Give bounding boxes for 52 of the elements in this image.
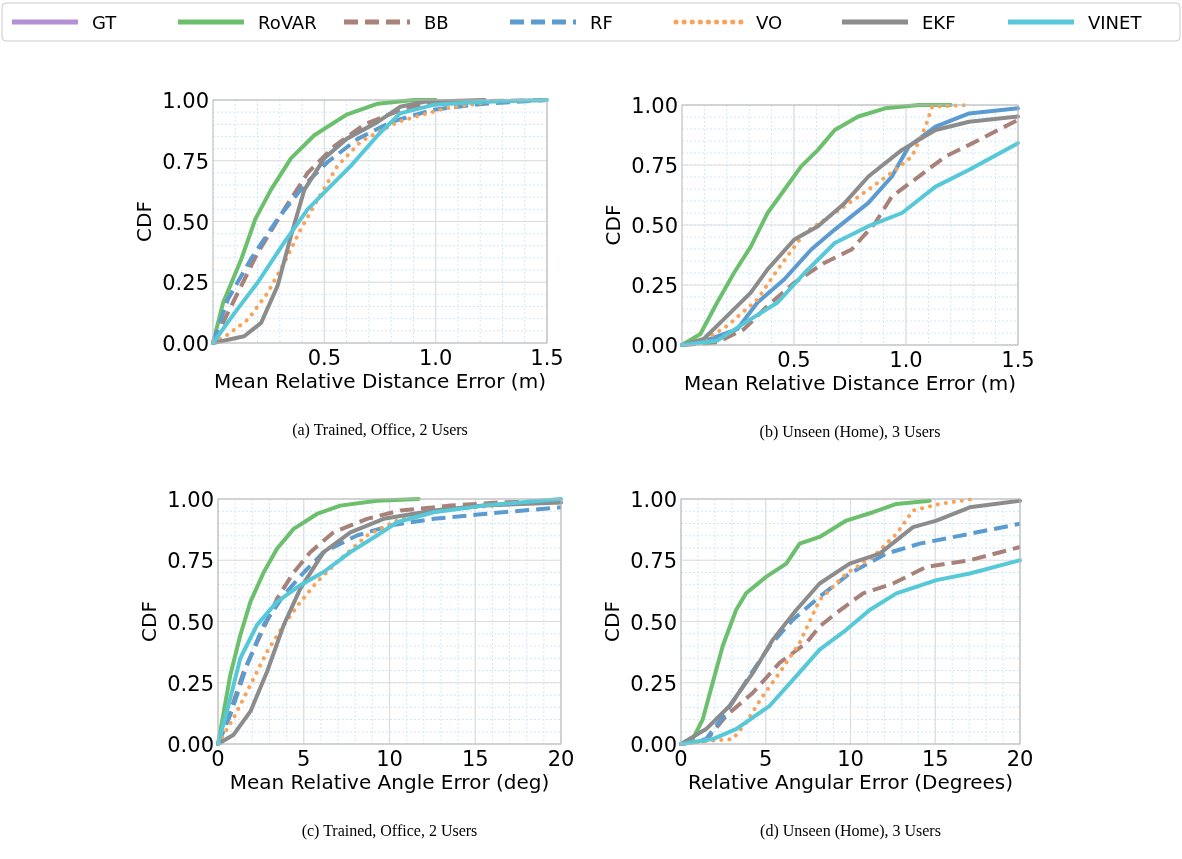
y-tick-label: 0.00	[631, 334, 678, 358]
line-series	[211, 98, 549, 345]
legend-label: EKF	[922, 12, 956, 33]
y-tick-label: 1.00	[630, 488, 677, 512]
y-tick-label: 0.25	[162, 271, 209, 296]
y-tick-label: 0.50	[630, 610, 677, 635]
x-tick-label: 0.5	[777, 348, 811, 372]
x-tick-label: 20	[547, 747, 575, 771]
x-tick-label: 15	[921, 747, 949, 771]
y-tick-label: 0.50	[162, 210, 209, 235]
text: (a) Trained, Office, 2 Users	[292, 421, 468, 439]
x-axis-title: Mean Relative Angle Error (deg)	[229, 770, 550, 794]
y-tick-label: 0.75	[162, 149, 209, 174]
legend-label: VINET	[1088, 12, 1143, 33]
y-tick-label: 1.00	[162, 89, 209, 113]
legend-label: VO	[756, 12, 783, 33]
legend-label: RoVAR	[258, 12, 317, 33]
y-axis-title: CDF	[132, 201, 156, 242]
y-tick-label: 0.50	[167, 610, 214, 635]
y-axis-title: CDF	[600, 601, 624, 642]
y-tick-label: 0.00	[162, 332, 209, 356]
y-tick-label: 0.50	[631, 214, 678, 238]
y-tick-label: 0.25	[630, 671, 677, 696]
text: (d) Unseen (Home), 3 Users	[760, 822, 941, 840]
legend-label: GT	[92, 12, 118, 33]
text: (b) Unseen (Home), 3 Users	[759, 423, 941, 441]
y-axis-title: CDF	[137, 601, 161, 642]
legend-label: RF	[590, 12, 613, 33]
x-axis-title: Relative Angular Error (Degrees)	[687, 770, 1014, 794]
text: (c) Trained, Office, 2 Users	[301, 822, 478, 840]
x-tick-label: 10	[837, 747, 864, 771]
x-tick-label: 20	[1006, 747, 1034, 771]
x-tick-label: 15	[461, 747, 489, 771]
x-tick-label: 10	[376, 747, 403, 771]
y-tick-label: 1.00	[167, 488, 214, 512]
y-tick-label: 0.75	[630, 549, 677, 574]
legend-label: BB	[424, 12, 449, 33]
x-tick-label: 1.5	[1001, 348, 1035, 372]
y-axis-title: CDF	[601, 204, 625, 246]
y-tick-label: 1.00	[631, 94, 678, 118]
y-tick-label: 0.25	[631, 274, 678, 298]
y-tick-label: 0.75	[167, 549, 214, 574]
x-axis-title: Mean Relative Distance Error (m)	[684, 371, 1016, 395]
x-axis-title: Mean Relative Distance Error (m)	[214, 369, 546, 393]
x-tick-label: 5	[297, 747, 311, 771]
y-tick-label: 0.75	[631, 154, 678, 178]
x-tick-label: 1.0	[418, 346, 453, 370]
x-tick-label: 1.5	[530, 346, 564, 370]
x-tick-label: 5	[759, 747, 773, 771]
x-tick-label: 0.5	[307, 346, 342, 370]
y-tick-label: 0.25	[167, 671, 214, 696]
x-tick-label: 1.0	[889, 348, 923, 372]
